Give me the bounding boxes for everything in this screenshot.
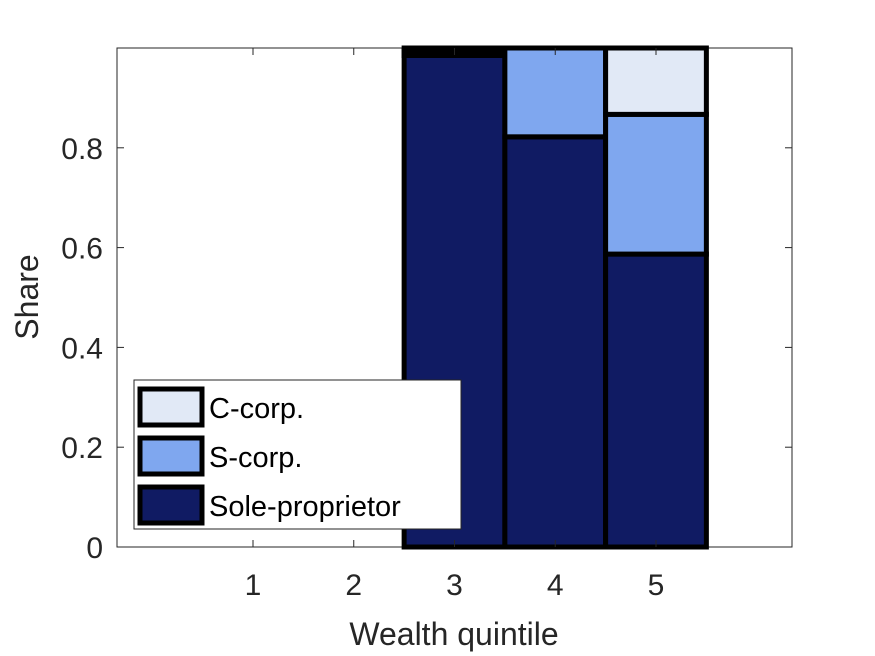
legend-swatch-c-corp — [137, 386, 205, 428]
legend-swatch-sole-proprietor — [137, 484, 205, 526]
y-tick-label: 0.4 — [61, 332, 103, 365]
legend-label-sole-proprietor: Sole-proprietor — [209, 491, 401, 523]
y-tick-label: 0 — [86, 532, 103, 565]
x-tick-label: 1 — [245, 569, 262, 602]
legend: C-corp. S-corp. Sole-proprietor — [133, 379, 462, 530]
legend-entry-sole-proprietor: Sole-proprietor — [137, 484, 401, 526]
bar-q5-s-corp — [603, 111, 709, 257]
legend-entry-s-corp: S-corp. — [137, 435, 302, 477]
legend-label-s-corp: S-corp. — [209, 442, 302, 474]
bar-q5-c-corp — [603, 45, 709, 117]
x-tick-label: 5 — [648, 569, 665, 602]
bar-q5-sole-proprietor — [603, 251, 709, 550]
bar-q4-s-corp — [502, 45, 609, 140]
x-axis-label: Wealth quintile — [349, 616, 558, 652]
x-tick-label: 4 — [547, 569, 564, 602]
y-tick-label: 0.8 — [61, 133, 103, 166]
legend-entry-c-corp: C-corp. — [137, 386, 304, 428]
bar-q4-sole-proprietor — [502, 134, 609, 550]
y-axis: 0 0.2 0.4 0.6 0.8 — [61, 133, 792, 565]
legend-swatch-s-corp — [137, 435, 205, 477]
x-tick-label: 3 — [446, 569, 463, 602]
x-tick-label: 2 — [345, 569, 362, 602]
y-axis-label: Share — [9, 254, 45, 339]
x-axis: 1 2 3 4 5 — [245, 48, 665, 602]
y-tick-label: 0.2 — [61, 432, 103, 465]
legend-label-c-corp: C-corp. — [209, 393, 304, 425]
y-tick-label: 0.6 — [61, 233, 103, 266]
